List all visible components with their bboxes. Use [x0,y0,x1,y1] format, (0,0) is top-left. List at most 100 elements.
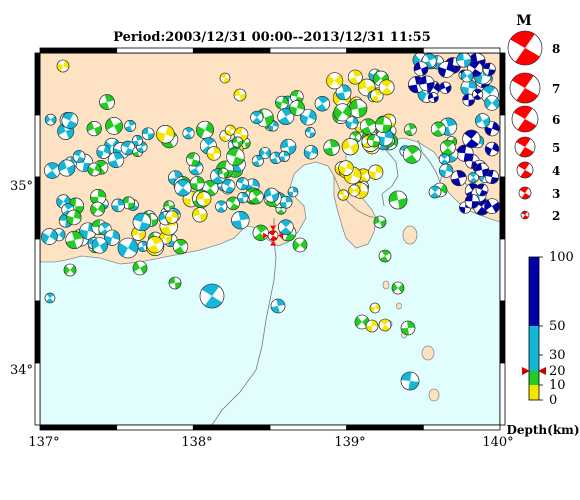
event-focal-mechanism [259,147,271,160]
magnitude-legend: M 8 7 6 5 4 3 2 [507,13,560,223]
frame-segment [39,47,118,54]
event-focal-mechanism [104,229,121,246]
event-focal-mechanism [90,201,106,217]
magnitude-legend-ball [511,105,539,133]
frame-segment [116,424,194,431]
plate-boundary-lines [211,139,441,426]
depth-tick-label: 100 [549,250,574,265]
frame-segment [34,114,41,178]
frame-segment [346,424,424,431]
event-focal-mechanism [278,219,294,235]
lon-tick-label: 139° [334,435,365,450]
event-focal-mechanism [400,371,420,391]
event-focal-mechanism [467,171,479,183]
frame-segment [34,362,41,426]
event-focal-mechanism [438,153,451,165]
island [421,345,435,361]
event-focal-mechanism [460,79,478,96]
map-title: Period:2003/12/31 00:00--2013/12/31 11:5… [113,30,431,45]
event-focal-mechanism [275,95,289,110]
event-focal-mechanism [65,230,84,249]
event-layer [41,52,500,391]
event-focal-mechanism [131,135,143,146]
event-focal-mechanism [278,150,290,162]
event-focal-mechanism [484,198,500,214]
event-focal-mechanism [359,118,377,135]
event-focal-mechanism [369,302,381,314]
event-focal-mechanism [252,224,269,241]
frame-segment [39,424,118,431]
depth-band [529,371,539,385]
magnitude-legend-label: 7 [552,82,560,96]
depth-marker-left [522,367,530,375]
event-focal-mechanism [192,207,208,223]
frame-segment [422,424,501,431]
event-focal-mechanism [347,69,363,85]
lat-tick-labels: 35° 34° [10,179,33,378]
island [402,225,418,245]
event-focal-mechanism [484,169,500,185]
event-focal-mechanism [482,62,496,76]
event-focal-mechanism [277,107,295,125]
event-focal-mechanism [402,145,422,164]
event-focal-mechanism [388,190,408,210]
magnitude-legend-label: 6 [552,113,560,127]
magnitude-legend-label: 2 [552,209,560,223]
event-focal-mechanism [111,198,125,213]
event-focal-mechanism [391,281,405,295]
depth-band [529,257,539,326]
event-focal-mechanism [231,136,243,148]
event-focal-mechanism [217,167,229,179]
event-focal-mechanism [105,117,123,135]
frame-segment [499,52,506,116]
frame-segment [269,424,348,431]
event-focal-mechanism [292,237,308,253]
event-focal-mechanism [231,211,250,230]
target-event-focal-mechanism [267,230,279,241]
magnitude-legend-ball [518,186,532,200]
frame-segment [192,424,271,431]
magnitude-legend-title: M [516,13,532,29]
frame-segment [499,362,506,426]
event-focal-mechanism [132,212,152,232]
event-focal-mechanism [439,139,456,156]
depth-tick-label: 30 [549,348,566,363]
event-focal-mechanism [289,100,305,116]
event-focal-mechanism [413,61,429,77]
frame-segment [192,47,271,54]
map-frame [34,47,506,431]
event-focal-mechanism [333,103,352,122]
depth-marker-right [538,367,546,375]
map-area [39,52,501,426]
event-focal-mechanism [44,113,57,126]
frame-segment [499,300,506,364]
event-focal-mechanism [269,151,283,165]
event-focal-mechanism [186,152,201,167]
event-focal-mechanism [345,116,359,130]
depth-unit-label: Depth(km) [506,423,579,437]
depth-band [529,385,539,400]
event-focal-mechanism [326,72,344,90]
magnitude-legend-ball [509,72,541,104]
event-focal-mechanism [96,144,111,159]
event-focal-mechanism [99,94,115,110]
event-focal-mechanism [418,75,435,92]
lat-tick-label: 35° [10,179,33,194]
event-focal-mechanism [219,72,231,84]
event-focal-mechanism [460,69,474,83]
event-focal-mechanism [233,88,247,102]
magnitude-legend-label: 4 [552,164,560,178]
event-focal-mechanism [287,186,299,198]
event-focal-mechanism [206,146,222,161]
magnitude-legend-label: 3 [552,187,560,201]
event-focal-mechanism [107,151,125,169]
event-focal-mechanism [365,319,379,333]
event-focal-mechanism [146,236,164,254]
event-focal-mechanism [251,154,264,167]
depth-tick-label: 50 [549,319,566,334]
target-arrow [270,225,277,231]
event-focal-mechanism [61,112,79,129]
event-focal-mechanism [168,276,182,290]
lon-tick-label: 137° [28,435,59,450]
event-focal-mechanism [428,185,442,199]
